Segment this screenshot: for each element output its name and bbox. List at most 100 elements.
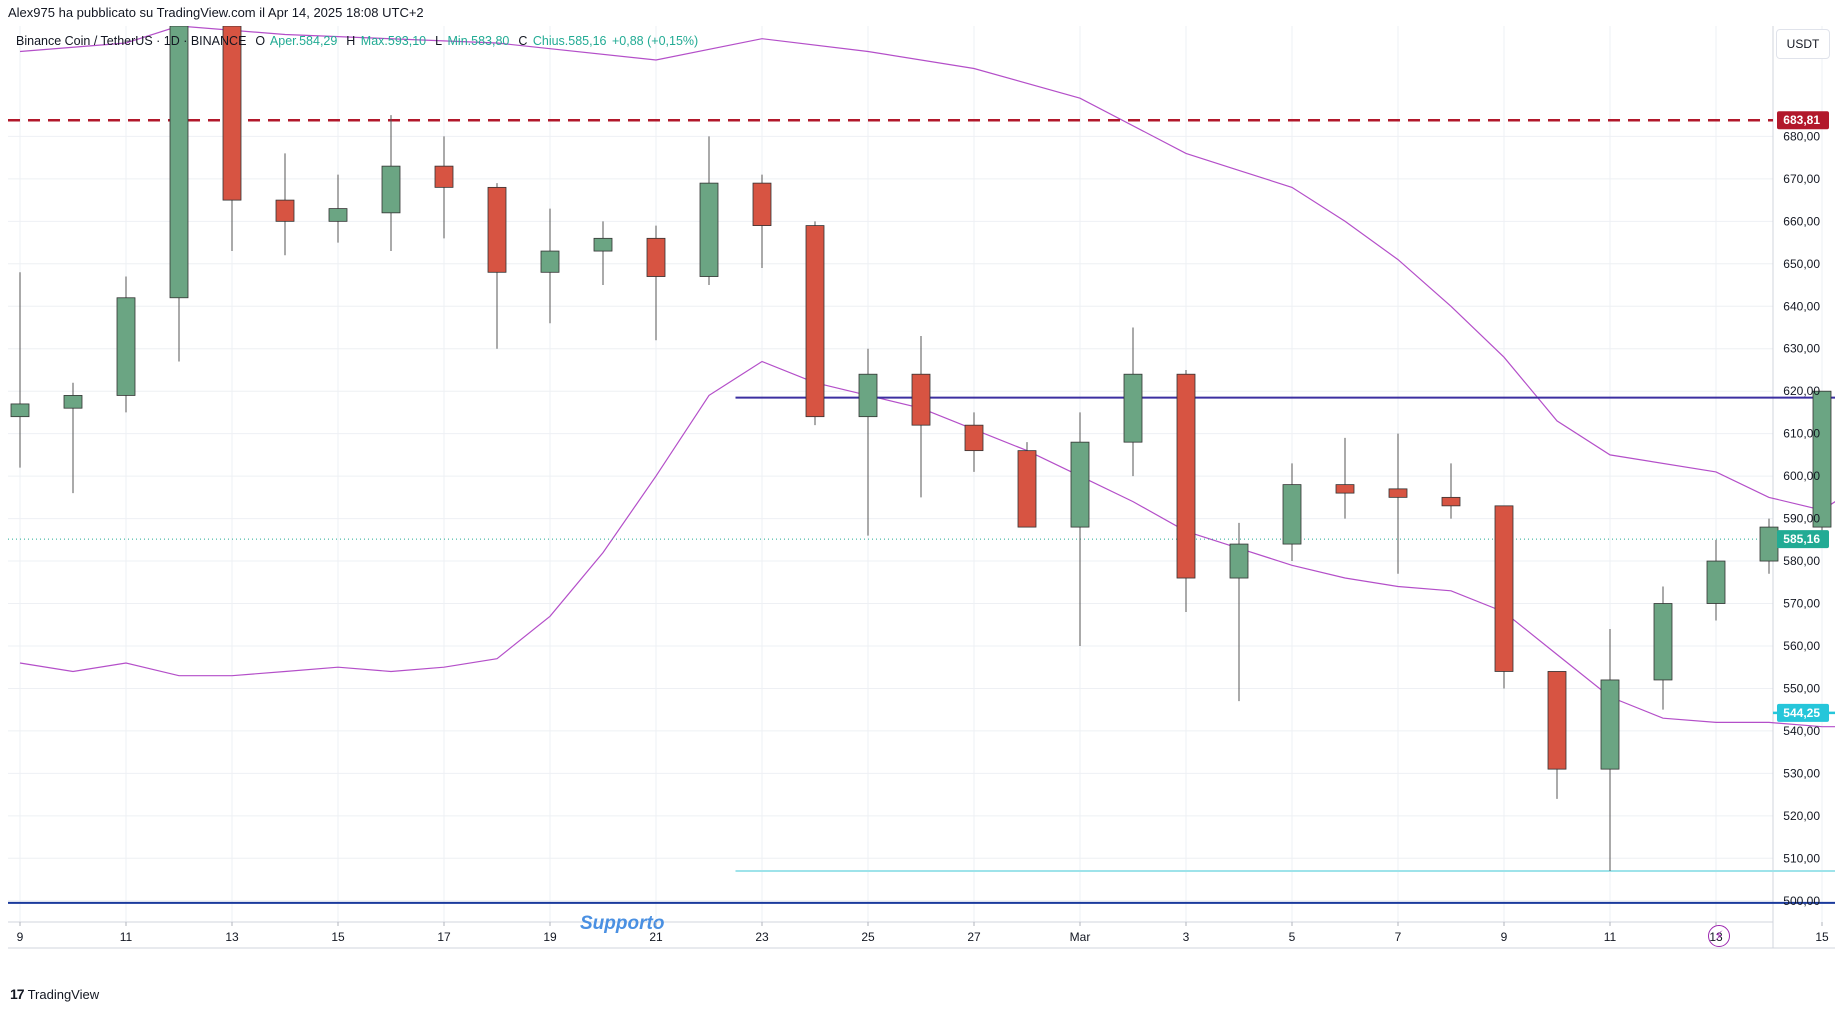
price-tick-label: 510,00 [1783,851,1820,865]
price-tick-label: 670,00 [1783,172,1820,186]
time-tick-label: 7 [1395,930,1402,944]
price-tag [1777,530,1829,549]
candle-body [381,165,401,214]
candle-body [593,237,613,252]
high-value: Max.593,10 [360,34,427,48]
price-tick-label: 520,00 [1783,809,1820,823]
candle-body [1388,488,1408,498]
time-tick-label: 21 [649,930,663,944]
candle-body [858,373,878,418]
published-by-text: Alex975 ha pubblicato su TradingView.com… [8,5,424,20]
price-tick-label: 560,00 [1783,639,1820,653]
open-value: Aper.584,29 [269,34,338,48]
low-label: L [435,34,443,48]
price-tag [1777,703,1829,722]
candle-body [1812,390,1832,528]
candle-body [1123,373,1143,443]
high-label: H [346,34,356,48]
candle-body [1600,679,1620,770]
price-tick-label: 680,00 [1783,129,1820,143]
price-tick-label: 610,00 [1783,427,1820,441]
tradingview-mark-icon: 17 [10,986,25,1002]
time-tick-label: 15 [1815,930,1829,944]
bollinger-upper-line [19,26,1835,511]
price-tick-label: 580,00 [1783,554,1820,568]
candle-body [1229,543,1249,579]
price-tick-label: 570,00 [1783,597,1820,611]
candle-body [275,199,295,222]
candle-body [540,250,560,273]
time-tick-label: 9 [1501,930,1508,944]
candle-body [1070,441,1090,528]
candle-body [169,26,189,299]
time-tick-label: 13 [225,930,239,944]
price-tick-label: 660,00 [1783,214,1820,228]
chart-background [0,26,1835,976]
time-tick-label: 23 [755,930,769,944]
candle-body [1494,505,1514,672]
price-tick-label: 500,00 [1783,894,1820,908]
candle-body [646,237,666,277]
currency-button[interactable]: USDT [1776,29,1830,59]
price-tick-label: 650,00 [1783,257,1820,271]
candle-body [434,165,454,188]
candle-body [63,395,83,409]
time-tick-label: 19 [543,930,557,944]
price-tag-label: 683,81 [1783,113,1820,127]
time-tick-label: 15 [331,930,345,944]
time-tick-label: 9 [17,930,24,944]
support-label: Supporto [580,913,664,934]
tradingview-brand: TradingView [27,987,100,1002]
time-tick-label: 3 [1183,930,1190,944]
candle-body [1547,671,1567,770]
lightning-icon[interactable]: ⚡ [1708,925,1730,947]
price-tick-label: 530,00 [1783,766,1820,780]
price-tag-label: 585,16 [1783,532,1820,546]
symbol-title[interactable]: Binance Coin / TetherUS · 1D · BINANCE [16,34,247,48]
bollinger-lower-line [19,360,1835,728]
close-label: C [518,34,528,48]
price-tick-label: 620,00 [1783,384,1820,398]
candle-body [1017,450,1037,528]
symbol-legend: Binance Coin / TetherUS · 1D · BINANCE O… [16,34,700,48]
candle-body [487,186,507,273]
time-tick-label: 17 [437,930,451,944]
candle-body [10,403,30,418]
price-tick-label: 590,00 [1783,512,1820,526]
candle-body [1653,603,1673,681]
candle-body [1706,560,1726,604]
candle-body [116,297,136,396]
top-bar: Alex975 ha pubblicato su TradingView.com… [0,0,1835,26]
price-tag-label: 544,25 [1783,706,1820,720]
change-value: +0,88 (+0,15%) [612,34,699,48]
candle-body [1441,496,1461,507]
candle-body [805,225,825,418]
time-tick-label: 11 [1604,930,1617,944]
time-tick-label: 11 [120,930,133,944]
time-tick-label: 5 [1289,930,1296,944]
price-tick-label: 630,00 [1783,342,1820,356]
candle-body [222,26,242,201]
low-value: Min.583,80 [447,34,510,48]
candle-body [1176,373,1196,579]
open-label: O [255,34,266,48]
time-tick-label: 27 [967,930,981,944]
candle-body [1335,484,1355,494]
time-tick-label: 25 [861,930,875,944]
price-tick-label: 640,00 [1783,299,1820,313]
footer: 17 TradingView [0,980,1835,1010]
time-tick-label: Mar [1070,930,1091,944]
price-tick-label: 550,00 [1783,681,1820,695]
candle-body [752,182,772,226]
candle-body [1282,484,1302,545]
candle-body [964,424,984,452]
tradingview-logo[interactable]: 17 TradingView [10,986,99,1002]
candle-body [699,182,719,277]
price-tick-label: 540,00 [1783,724,1820,738]
candle-body [1759,526,1779,562]
price-chart[interactable]: Supporto0,00%50,00%100,00%0,00%50,00%550… [0,26,1835,976]
price-tick-label: 600,00 [1783,469,1820,483]
close-value: Chius.585,16 [532,34,607,48]
candle-body [328,208,348,222]
candle-body [911,373,931,426]
